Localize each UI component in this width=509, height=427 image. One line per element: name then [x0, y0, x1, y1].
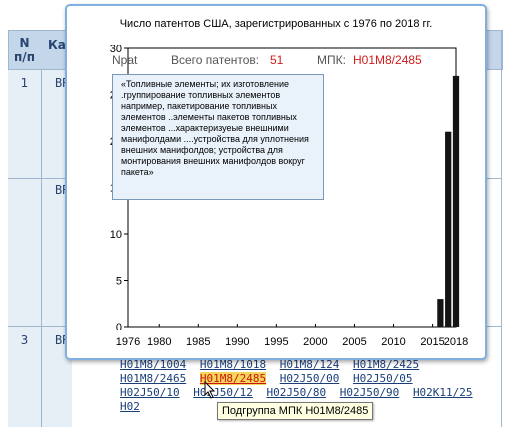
ipc-code-link[interactable]: H01M8/1004: [120, 358, 187, 371]
total-patents-label: Всего патентов:: [171, 53, 260, 67]
ipc-code-link[interactable]: H02J50/10: [120, 386, 180, 399]
header-number-line2: п/п: [14, 50, 35, 64]
ipc-code-link[interactable]: H01M8/2465: [120, 372, 187, 385]
ipc-code-link[interactable]: H01M8/124: [279, 358, 340, 371]
ipc-code-link[interactable]: H02J50/90: [339, 386, 400, 399]
x-tick-label: 2018: [443, 336, 469, 348]
ipc-code-link[interactable]: H02J50/05: [352, 372, 413, 385]
ipc-description-box: «Топливные элементы; их изготовление .гр…: [112, 74, 324, 200]
y-tick-label: 10: [110, 229, 122, 241]
header-number-line1: N: [19, 36, 30, 50]
chart-bar: [452, 75, 460, 328]
ipc-code-link[interactable]: H02J50/80: [266, 386, 327, 399]
x-tick-label: 1976: [115, 336, 141, 348]
chart-bar: [445, 131, 452, 327]
patent-chart-popup: Число патентов США, зарегистрированных с…: [65, 4, 487, 360]
x-tick-label: 1990: [225, 336, 250, 348]
ipc-code-link[interactable]: H01M8/1018: [199, 358, 267, 371]
x-tick-label: 2005: [342, 336, 367, 348]
x-tick-label: 1995: [264, 336, 289, 348]
row-number: 1: [20, 76, 29, 90]
ipc-value: H01M8/2485: [353, 53, 422, 67]
y-tick-label: 30: [110, 45, 122, 55]
ipc-tooltip: Подгруппа МПК H01M8/2485: [217, 402, 374, 420]
ipc-code-link[interactable]: H02J50/00: [279, 372, 340, 385]
total-patents-value: 51: [270, 53, 284, 67]
ipc-code-link[interactable]: H02K11/25: [412, 386, 473, 399]
x-tick-label: 2010: [381, 336, 406, 348]
npat-label: Npat: [112, 53, 138, 67]
ipc-label: МПК:: [317, 53, 346, 67]
table-right-border: [501, 30, 502, 427]
mouse-cursor-icon: [204, 381, 216, 399]
ipc-code-list: H01M8/1004 H01M8/1018 H01M8/124 H01M8/24…: [120, 358, 480, 414]
row-number: 3: [20, 333, 29, 347]
chart-bar: [437, 299, 444, 327]
ipc-code-link[interactable]: H02: [120, 400, 140, 413]
ipc-code-link[interactable]: H02J50/12: [193, 386, 253, 399]
chart-title: Число патентов США, зарегистрированных с…: [119, 18, 433, 30]
y-tick-label: 5: [116, 276, 122, 288]
header-number: N п/п: [8, 36, 41, 64]
y-tick-label: 0: [116, 322, 122, 330]
x-tick-label: 2000: [303, 336, 328, 348]
x-tick-label: 1980: [146, 336, 172, 348]
ipc-code-link[interactable]: H01M8/2485: [199, 372, 267, 385]
column-number: [8, 30, 42, 427]
x-tick-label: 2015: [420, 336, 445, 348]
ipc-code-link[interactable]: H01M8/2425: [352, 358, 420, 371]
x-tick-label: 1985: [186, 336, 211, 348]
